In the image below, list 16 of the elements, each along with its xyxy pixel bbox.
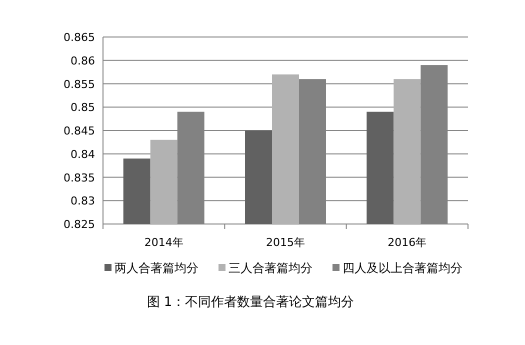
y-tick-label: 0.85 <box>70 101 95 114</box>
y-tick-label: 0.86 <box>70 54 95 68</box>
y-tick-label: 0.835 <box>64 171 95 184</box>
y-tick-label: 0.845 <box>64 124 95 138</box>
x-tick-label: 2014年 <box>144 236 184 249</box>
legend-label: 两人合著篇均分 <box>114 261 198 275</box>
legend-label: 四人及以上合著篇均分 <box>342 261 462 275</box>
y-tick-label: 0.84 <box>70 148 95 161</box>
x-tick-label: 2015年 <box>266 236 305 249</box>
legend-label: 三人合著篇均分 <box>228 261 312 275</box>
x-tick-label: 2016年 <box>388 236 427 249</box>
y-tick-label: 0.865 <box>64 31 95 44</box>
caption: 图 1：不同作者数量合著论文篇均分 <box>146 295 354 310</box>
y-tick-label: 0.825 <box>64 218 95 231</box>
y-tick-label: 0.855 <box>64 78 95 91</box>
y-tick-label: 0.83 <box>70 194 95 208</box>
